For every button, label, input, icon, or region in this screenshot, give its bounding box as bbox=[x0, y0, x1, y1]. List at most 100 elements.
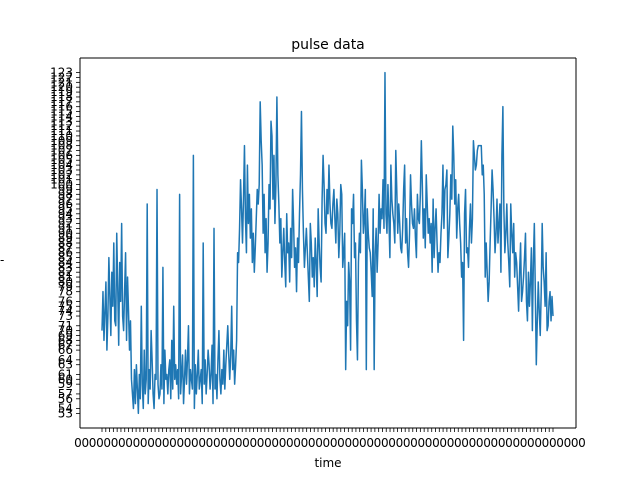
y-tick-label: 113 bbox=[50, 114, 73, 128]
x-tick-label: 0 bbox=[366, 436, 374, 450]
x-tick-label: 0 bbox=[169, 436, 177, 450]
x-tick-label: 0 bbox=[410, 436, 418, 450]
x-tick-label: 0 bbox=[330, 436, 338, 450]
y-tick-label: 78 bbox=[58, 285, 73, 299]
x-tick-label: 0 bbox=[242, 436, 250, 450]
y-tick-label: 69 bbox=[58, 329, 73, 343]
y-tick-label: 93 bbox=[58, 212, 73, 226]
y-tick-label: 111 bbox=[50, 124, 73, 138]
y-tick-label: 102 bbox=[50, 168, 73, 182]
y-tick-label: 89 bbox=[58, 231, 73, 245]
x-tick-label: 0 bbox=[162, 436, 170, 450]
x-tick-label: 0 bbox=[476, 436, 484, 450]
y-tick-label: 110 bbox=[50, 129, 73, 143]
x-tick-label: 0 bbox=[315, 436, 323, 450]
x-tick-label: 0 bbox=[257, 436, 265, 450]
x-tick-label: 0 bbox=[308, 436, 316, 450]
x-tick-label: 0 bbox=[556, 436, 564, 450]
y-tick-label: 85 bbox=[58, 251, 73, 265]
x-tick-label: 0 bbox=[213, 436, 221, 450]
y-tick-label: 118 bbox=[50, 90, 73, 104]
y-tick-label: 57 bbox=[58, 387, 73, 401]
x-tick-label: 0 bbox=[184, 436, 192, 450]
y-tick-label: 81 bbox=[58, 270, 73, 284]
y-tick-label: 75 bbox=[58, 299, 73, 313]
x-tick-label: 0 bbox=[491, 436, 499, 450]
x-tick-label: 0 bbox=[286, 436, 294, 450]
y-tick-label: 116 bbox=[50, 100, 73, 114]
x-tick-label: 0 bbox=[498, 436, 506, 450]
y-tick-label: 80 bbox=[58, 275, 73, 289]
x-tick-label: 0 bbox=[293, 436, 301, 450]
x-tick-label: 0 bbox=[396, 436, 404, 450]
y-tick-label: 108 bbox=[50, 139, 73, 153]
y-tick-label: 101 bbox=[50, 173, 73, 187]
x-tick-label: 0 bbox=[264, 436, 272, 450]
x-tick-label: 0 bbox=[96, 436, 104, 450]
x-tick-label: 0 bbox=[417, 436, 425, 450]
y-tick-label: 53 bbox=[58, 406, 73, 420]
y-tick-label: 84 bbox=[58, 255, 73, 269]
x-tick-label: 0 bbox=[469, 436, 477, 450]
x-tick-label: 0 bbox=[542, 436, 550, 450]
y-tick-label: 73 bbox=[58, 309, 73, 323]
x-tick-label: 0 bbox=[520, 436, 528, 450]
x-tick-label: 0 bbox=[191, 436, 199, 450]
y-tick-label: 79 bbox=[58, 280, 73, 294]
x-tick-label: 0 bbox=[111, 436, 119, 450]
y-tick-label: 107 bbox=[50, 144, 73, 158]
y-tick-label: 64 bbox=[58, 353, 73, 367]
y-tick-label: 97 bbox=[58, 192, 73, 206]
y-tick-label: 86 bbox=[58, 246, 73, 260]
y-tick-label: 74 bbox=[58, 304, 73, 318]
x-tick-label: 0 bbox=[578, 436, 586, 450]
y-tick-label: 105 bbox=[50, 153, 73, 167]
series-line-pulse bbox=[101, 71, 554, 415]
x-tick-label: 0 bbox=[388, 436, 396, 450]
y-tick-label: 112 bbox=[50, 119, 73, 133]
x-tick-label: 0 bbox=[249, 436, 257, 450]
y-axis-ticks: 5354565759606163646667686970717374757678… bbox=[50, 66, 80, 420]
x-tick-label: 0 bbox=[454, 436, 462, 450]
y-tick-label: 117 bbox=[50, 95, 73, 109]
x-tick-label: 0 bbox=[549, 436, 557, 450]
x-tick-label: 0 bbox=[571, 436, 579, 450]
x-tick-label: 0 bbox=[344, 436, 352, 450]
x-tick-label: 0 bbox=[279, 436, 287, 450]
chart-title: pulse data bbox=[291, 37, 365, 53]
y-tick-label: 103 bbox=[50, 163, 73, 177]
x-tick-label: 0 bbox=[432, 436, 440, 450]
x-tick-label: 0 bbox=[337, 436, 345, 450]
x-tick-label: 0 bbox=[220, 436, 228, 450]
x-tick-label: 0 bbox=[439, 436, 447, 450]
y-tick-label: 122 bbox=[50, 70, 73, 84]
x-tick-label: 0 bbox=[403, 436, 411, 450]
x-tick-label: 0 bbox=[374, 436, 382, 450]
x-tick-label: 0 bbox=[118, 436, 126, 450]
x-tick-label: 0 bbox=[89, 436, 97, 450]
y-tick-label: 59 bbox=[58, 377, 73, 391]
x-tick-label: 0 bbox=[352, 436, 360, 450]
y-tick-label: 63 bbox=[58, 358, 73, 372]
x-tick-label: 0 bbox=[271, 436, 279, 450]
x-tick-label: 0 bbox=[140, 436, 148, 450]
x-tick-label: 0 bbox=[176, 436, 184, 450]
y-tick-label: 100 bbox=[50, 178, 73, 192]
x-tick-label: 0 bbox=[228, 436, 236, 450]
x-tick-label: 0 bbox=[505, 436, 513, 450]
x-tick-label: 0 bbox=[81, 436, 89, 450]
y-tick-label: 61 bbox=[58, 367, 73, 381]
x-tick-label: 0 bbox=[133, 436, 141, 450]
y-tick-label: 90 bbox=[58, 226, 73, 240]
x-tick-label: 0 bbox=[301, 436, 309, 450]
x-tick-label: 0 bbox=[235, 436, 243, 450]
x-tick-label: 0 bbox=[147, 436, 155, 450]
x-tick-label: 0 bbox=[198, 436, 206, 450]
x-tick-label: 0 bbox=[461, 436, 469, 450]
y-tick-label: 66 bbox=[58, 343, 73, 357]
y-tick-label: 106 bbox=[50, 148, 73, 162]
y-tick-label: 67 bbox=[58, 338, 73, 352]
x-tick-label: 0 bbox=[534, 436, 542, 450]
